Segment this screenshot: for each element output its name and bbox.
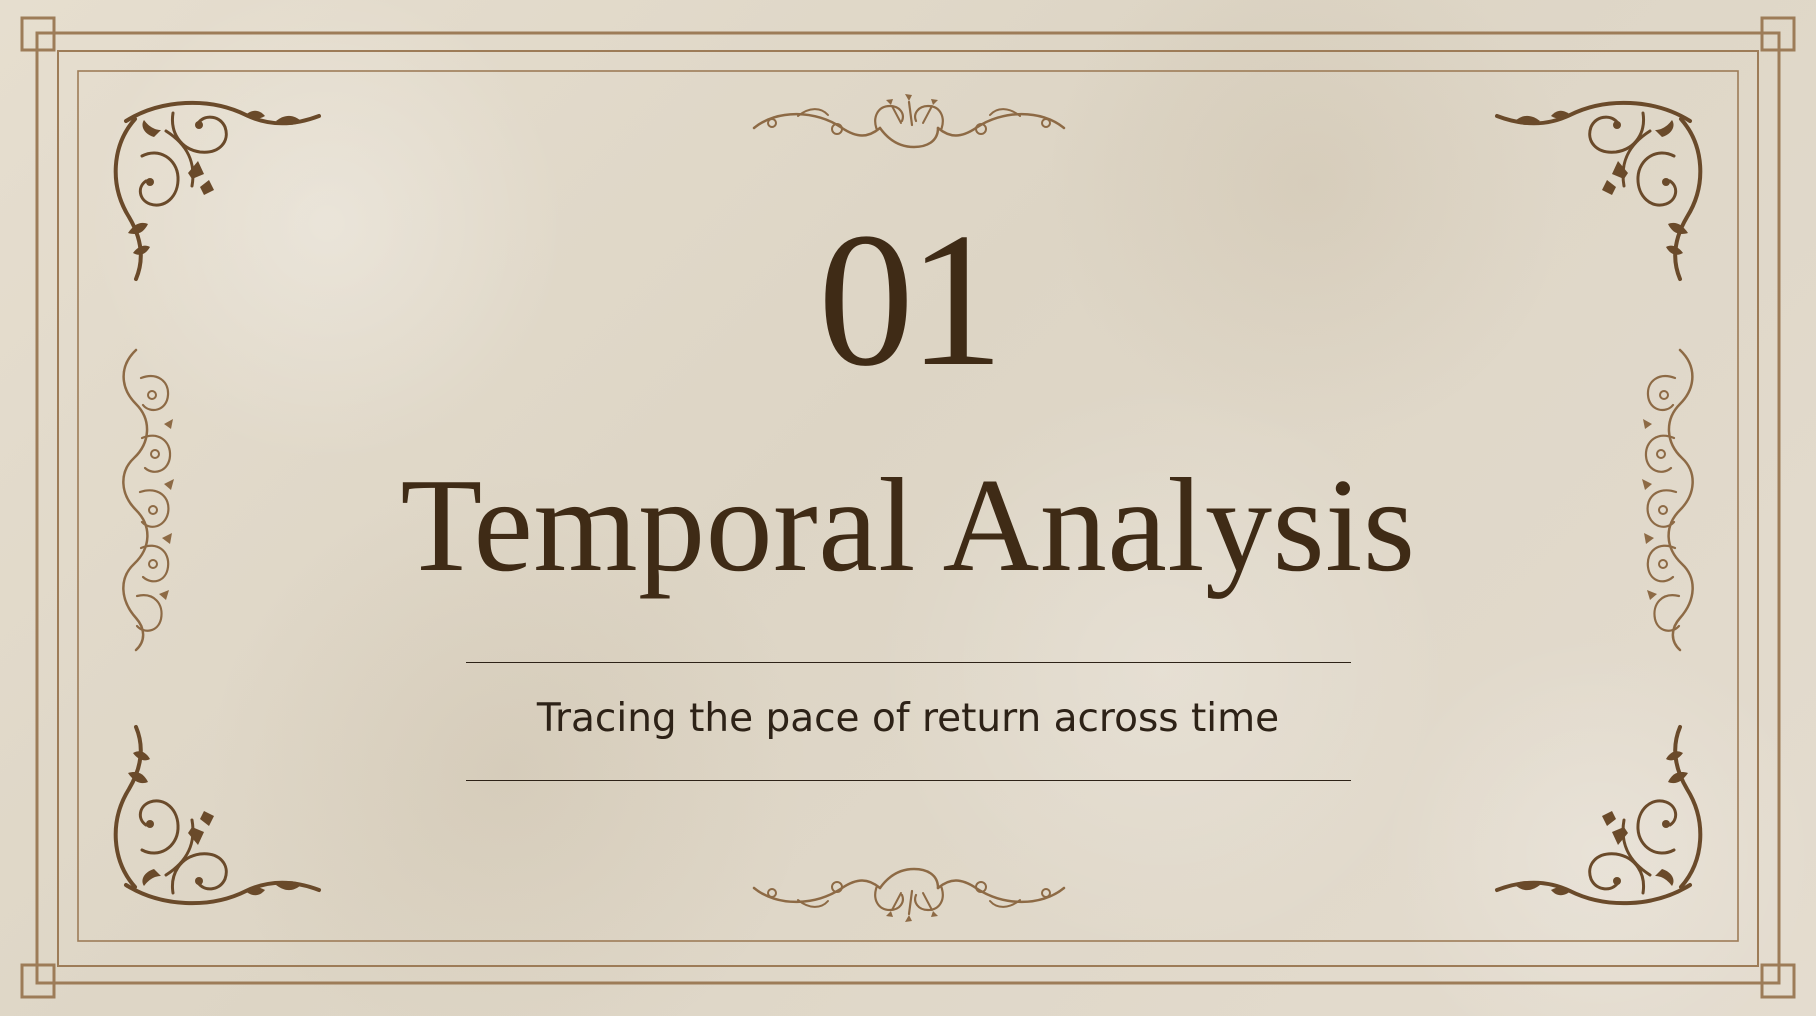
- corner-squares: [20, 16, 1796, 999]
- subtitle-bottom-rule: [466, 780, 1351, 781]
- subtitle-top-rule: [466, 662, 1351, 663]
- section-title: Temporal Analysis: [400, 451, 1416, 599]
- section-number: 01: [818, 193, 1004, 406]
- section-subtitle: Tracing the pace of return across time: [536, 696, 1280, 741]
- outer-border: [35, 31, 1781, 985]
